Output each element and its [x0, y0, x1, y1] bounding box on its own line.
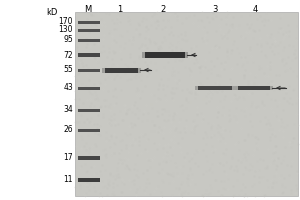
Bar: [145, 52, 185, 58]
Bar: [238, 86, 270, 90]
Text: 170: 170: [58, 18, 73, 26]
Text: 26: 26: [63, 126, 73, 134]
Text: 130: 130: [58, 25, 73, 34]
Bar: [78, 28, 100, 31]
Text: 2: 2: [160, 4, 166, 14]
Text: kD: kD: [46, 8, 58, 17]
Text: 11: 11: [64, 176, 73, 184]
Bar: [185, 52, 188, 58]
Bar: [195, 86, 198, 90]
Bar: [78, 53, 100, 57]
Bar: [232, 86, 235, 90]
Bar: [235, 86, 238, 90]
Text: 3: 3: [212, 4, 218, 14]
Bar: [198, 86, 232, 90]
Bar: [78, 38, 100, 42]
Bar: [78, 156, 100, 160]
Text: 95: 95: [63, 36, 73, 45]
Text: 55: 55: [63, 66, 73, 74]
Text: 1: 1: [117, 4, 123, 14]
Bar: [78, 129, 100, 132]
Text: 43: 43: [63, 84, 73, 92]
Bar: [142, 52, 145, 58]
Bar: [105, 68, 138, 72]
Bar: [78, 68, 100, 72]
Bar: [78, 86, 100, 90]
Text: M: M: [84, 4, 92, 14]
Bar: [78, 108, 100, 112]
Bar: [78, 178, 100, 182]
Bar: [102, 68, 105, 72]
Bar: [78, 21, 100, 23]
Text: 72: 72: [63, 50, 73, 60]
Bar: [138, 68, 141, 72]
Text: 34: 34: [63, 106, 73, 114]
Bar: [270, 86, 273, 90]
Text: 4: 4: [252, 4, 258, 14]
Bar: [75, 12, 298, 196]
Text: 17: 17: [63, 154, 73, 162]
